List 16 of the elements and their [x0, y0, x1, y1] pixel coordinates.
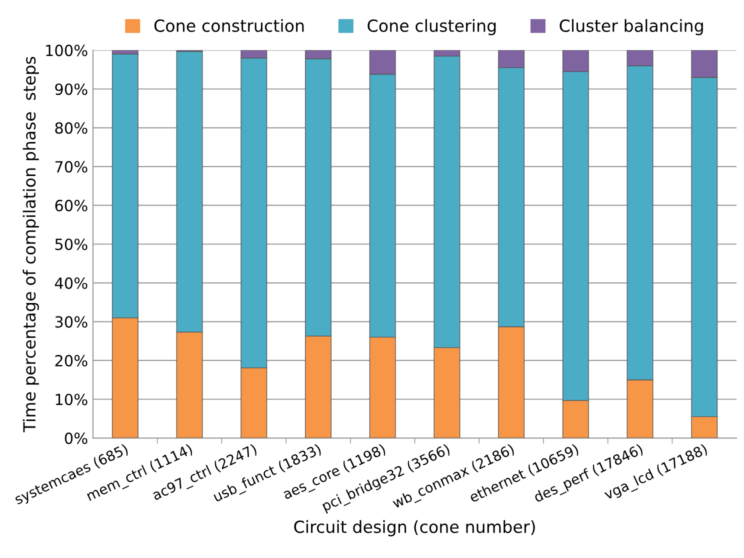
y-tick-label: 70% [55, 161, 88, 173]
y-tick-label: 80% [55, 122, 88, 134]
legend-label: Cone construction [154, 19, 304, 32]
y-tick-label: 100% [46, 44, 88, 56]
y-tick-label: 90% [55, 83, 88, 96]
y-tick-label: 60% [55, 200, 88, 212]
y-axis-title: Time percentage of compilation phase steps [22, 56, 39, 432]
y-tick-label: 10% [56, 394, 88, 406]
y-tick-label: 30% [55, 316, 88, 328]
y-tick-label: 50% [55, 238, 88, 250]
legend-label: Cone clustering [368, 19, 496, 36]
y-tick-label: 40% [54, 277, 88, 289]
x-axis-title: Circuit design (cone number) [294, 520, 535, 536]
y-tick-label: 20% [55, 354, 88, 366]
legend-label: Cluster balancing [560, 19, 703, 36]
y-tick-label: 0% [64, 432, 88, 444]
